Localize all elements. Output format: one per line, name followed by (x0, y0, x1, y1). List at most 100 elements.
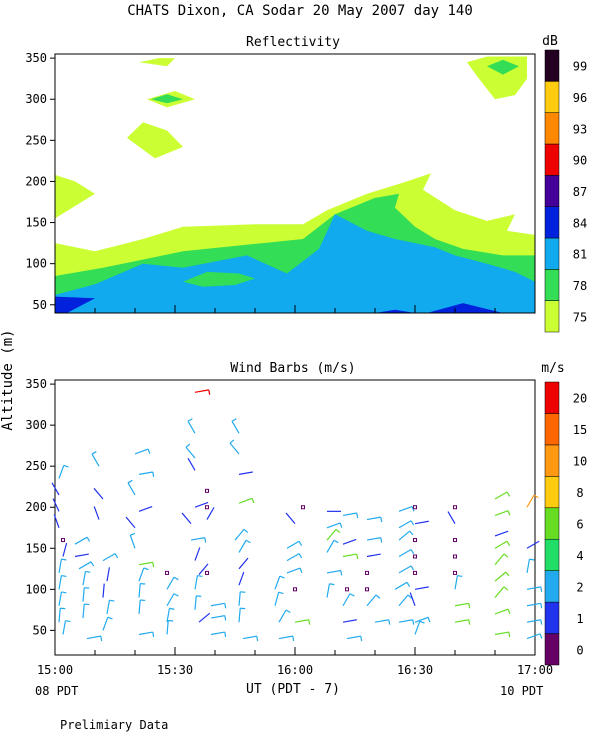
colorbar-swatch (544, 206, 560, 239)
wind-barb (58, 574, 67, 590)
reflectivity-region (55, 296, 95, 313)
wind-barb (345, 587, 349, 592)
wind-barb (342, 512, 359, 519)
colorbar-label: 0 (576, 643, 583, 657)
y-tick-label: 250 (25, 459, 47, 473)
wind-barb (526, 586, 543, 592)
wind-barb (102, 553, 119, 562)
colorbar-label: 99 (573, 60, 587, 74)
wind-barb (82, 603, 90, 619)
colorbar-swatch (544, 81, 560, 113)
wind-barb (413, 554, 417, 559)
colorbar-swatch (544, 601, 560, 634)
wind-barb (398, 565, 415, 574)
wind-barb (285, 512, 296, 525)
wind-barb (526, 540, 540, 549)
y-tick-label: 250 (25, 133, 47, 147)
y-tick-label: 200 (25, 174, 47, 188)
y-tick-label: 100 (25, 257, 47, 271)
y-tick-label: 150 (25, 216, 47, 230)
wind-barb (453, 505, 457, 510)
wind-barb (51, 482, 60, 496)
reflectivity-colorbar-unit: dB (542, 34, 558, 49)
x-tick-label: 15:00 (37, 663, 73, 677)
wind-barb (82, 570, 91, 586)
wind-barb (210, 631, 227, 638)
wind-barb (447, 511, 456, 524)
colorbar-label: 20 (573, 392, 587, 406)
wind-barb (210, 615, 227, 621)
wind-barb (414, 616, 431, 623)
wind-barb (346, 635, 363, 642)
wind-barb (102, 583, 105, 598)
colorbar-swatch (544, 112, 560, 145)
wind-barb (342, 553, 359, 560)
wind-barb (494, 586, 509, 598)
wind-barb (138, 505, 153, 512)
wind-barb (242, 635, 259, 642)
wind-barb (58, 558, 67, 574)
wind-barb (293, 587, 297, 592)
wind-barb (93, 487, 104, 500)
x-tick-label: 15:30 (157, 663, 193, 677)
wind-barb (78, 561, 95, 570)
wind-barb (205, 488, 209, 493)
wind-barb (166, 576, 179, 590)
colorbar-swatch (544, 633, 560, 666)
wind-barb (138, 631, 155, 638)
wind-barb (494, 491, 511, 500)
colorbar-label: 4 (576, 549, 583, 563)
wind-colorbar: 0 1 2 4 6 8 10 15 20 (544, 381, 587, 666)
wind-barb (326, 569, 343, 576)
wind-barb (326, 539, 339, 553)
y-tick-label: 200 (25, 500, 47, 514)
wind-barb (86, 635, 103, 642)
wind-barb (453, 570, 457, 575)
colorbar-label: 2 (576, 580, 583, 594)
wind-barb (274, 591, 284, 606)
wind-barb (102, 616, 113, 631)
wind-barb (58, 464, 69, 479)
wind-barb (187, 457, 196, 471)
wind-colorbar-unit: m/s (541, 361, 564, 376)
wind-barb (454, 602, 471, 609)
colorbar-label: 10 (573, 455, 587, 469)
wind-barb (494, 510, 511, 517)
figure-title: CHATS Dixon, CA Sodar 20 May 2007 day 14… (127, 3, 473, 19)
wind-barb (413, 570, 417, 575)
colorbar-label: 96 (573, 91, 587, 105)
wind-barb (374, 619, 391, 625)
y-tick-label: 350 (25, 377, 47, 391)
wind-barb (342, 619, 357, 623)
wind-barb (62, 542, 68, 557)
wind-barb (134, 448, 151, 455)
wind-barb (494, 608, 511, 615)
wind-barb (326, 528, 341, 541)
colorbar-label: 84 (573, 216, 587, 230)
colorbar-label: 15 (573, 423, 587, 437)
wind-barb (454, 574, 463, 590)
wind-barb (238, 539, 251, 553)
colorbar-swatch (544, 175, 560, 207)
wind-barb (194, 574, 203, 590)
wind-barb (286, 553, 303, 562)
colorbar-label: 90 (573, 154, 587, 168)
wind-barb (494, 553, 509, 566)
colorbar-swatch (544, 444, 560, 477)
wind-barb (454, 619, 471, 625)
wind-barb (278, 635, 295, 642)
wind-barb (326, 522, 343, 529)
wind-barb (494, 631, 511, 638)
wind-barb (414, 520, 429, 525)
wind-barb (494, 540, 511, 549)
wind-barb (398, 619, 415, 625)
wind-barb (238, 557, 249, 570)
reflectivity-region (127, 122, 183, 159)
wind-barb (365, 570, 369, 575)
wind-barb (194, 389, 211, 395)
wind-barb (231, 418, 240, 434)
wind-barb (185, 443, 196, 459)
wind-barb (286, 567, 303, 574)
wind-barb (106, 599, 115, 615)
